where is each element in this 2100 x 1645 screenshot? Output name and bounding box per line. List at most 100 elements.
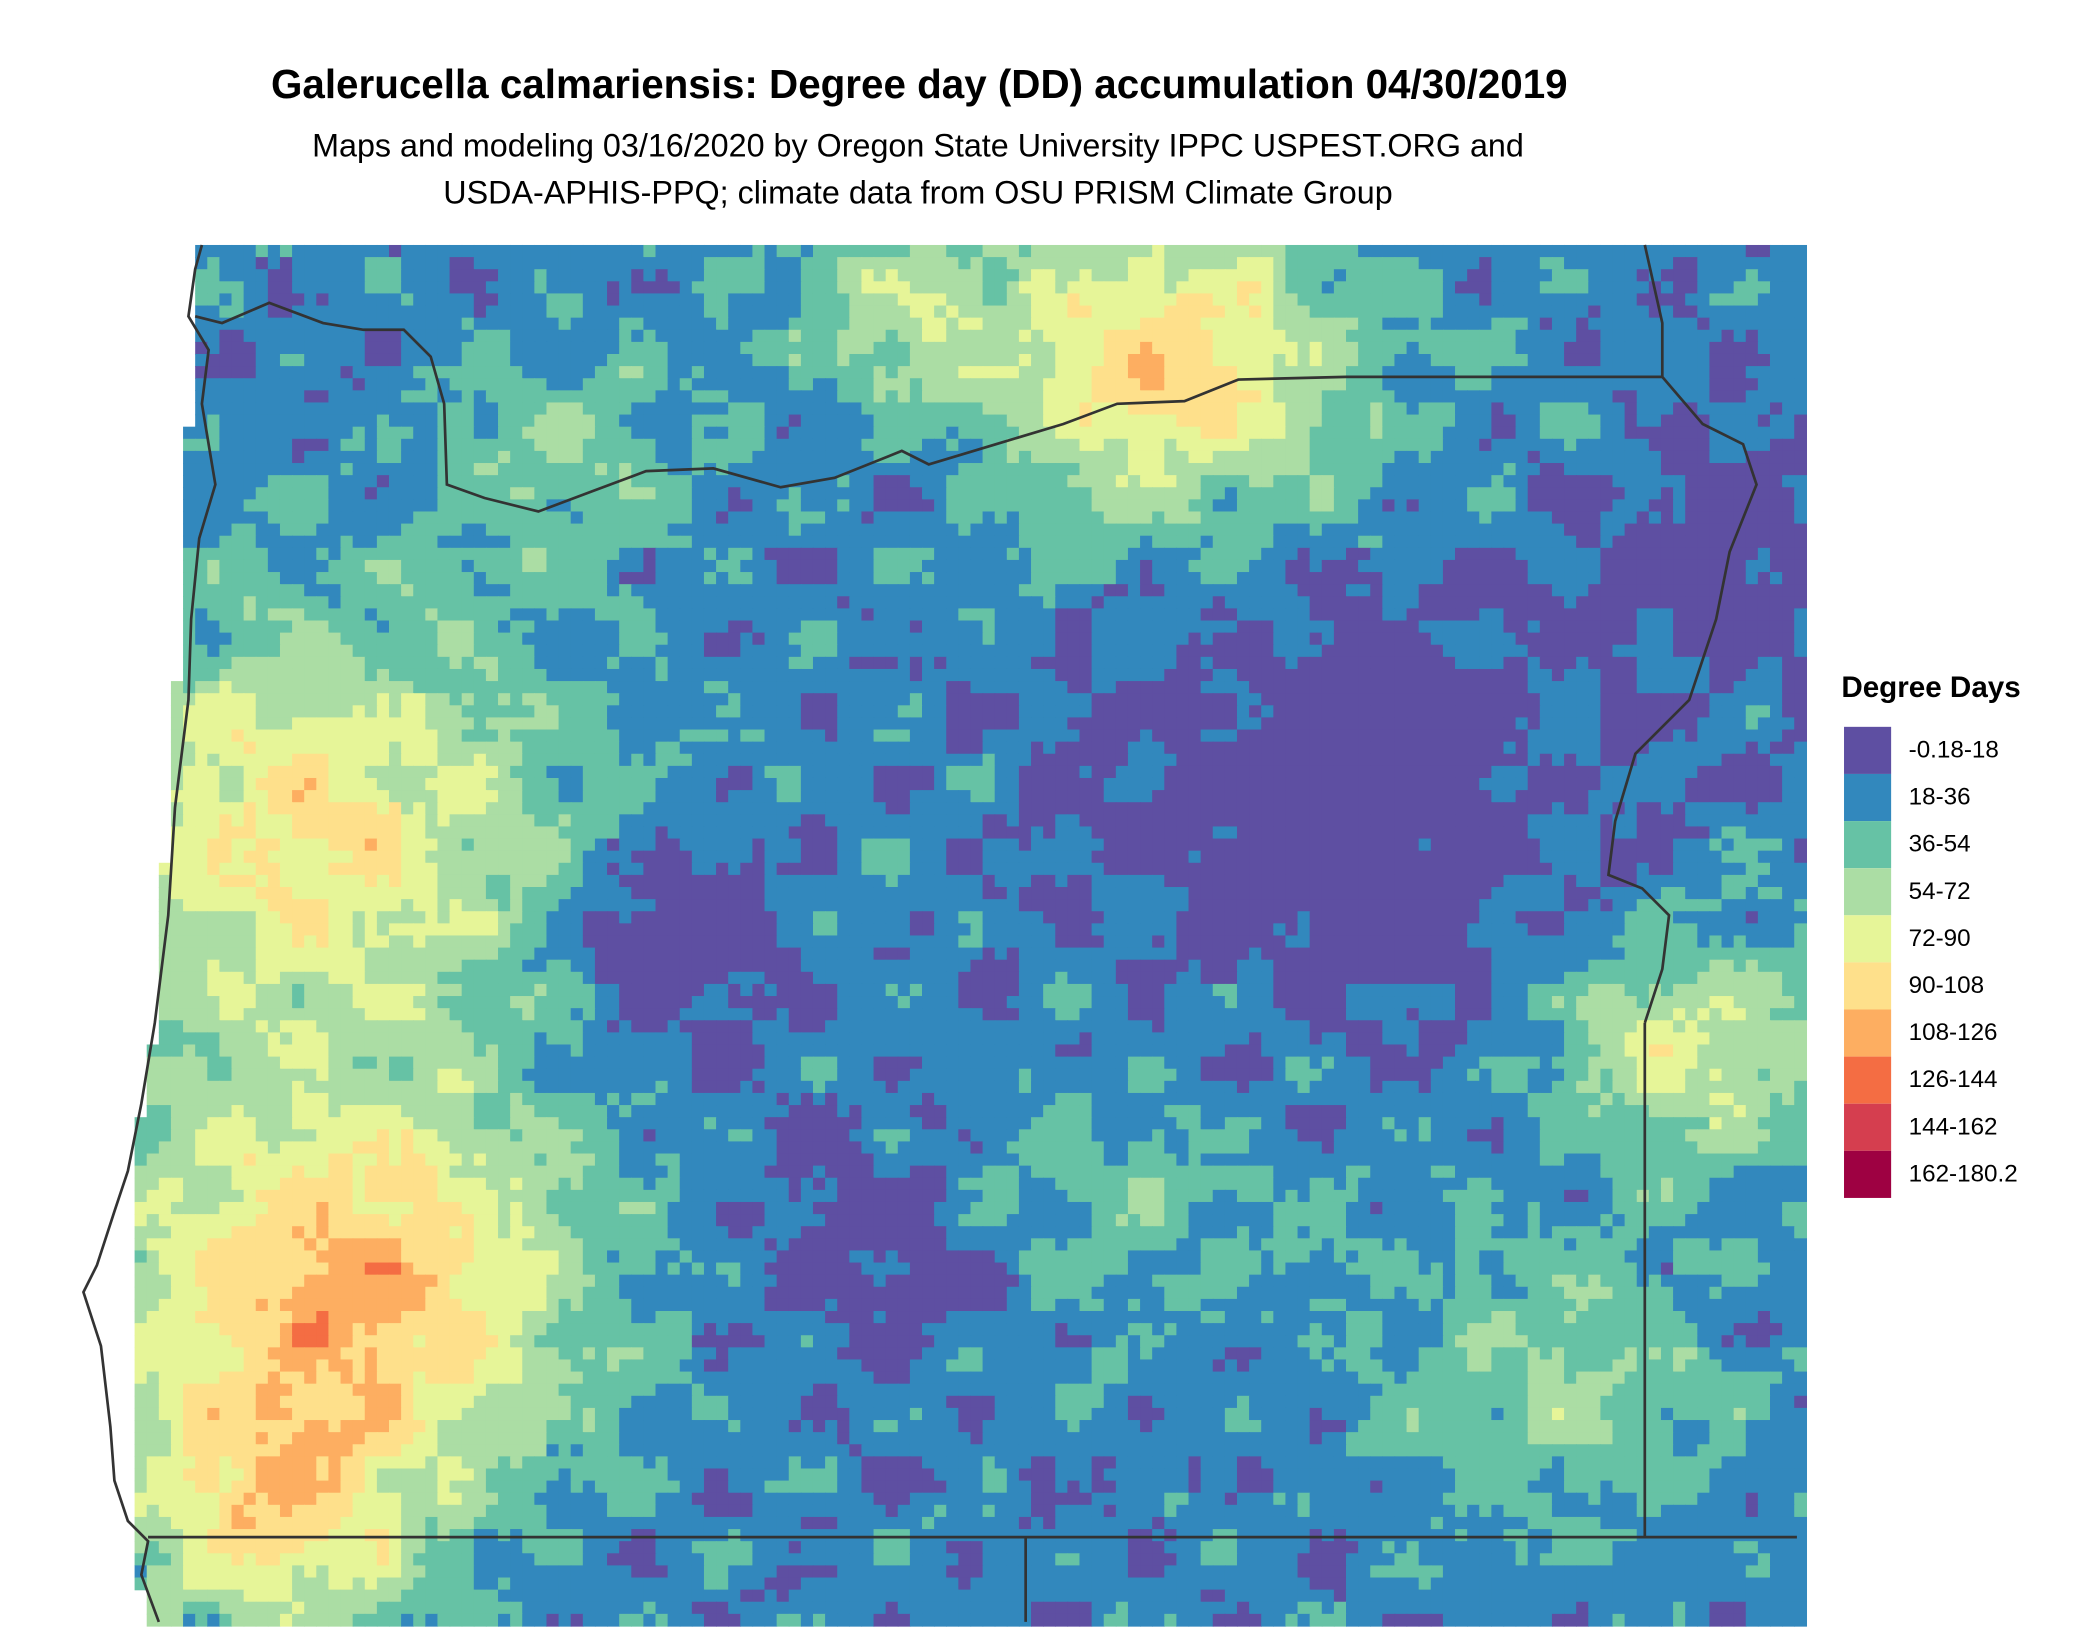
raster-cell xyxy=(703,402,717,416)
raster-cell xyxy=(1031,438,1044,452)
raster-cell xyxy=(1491,584,1505,597)
raster-cell xyxy=(1261,475,1274,488)
raster-cell xyxy=(546,329,560,343)
raster-cell xyxy=(1006,390,1020,404)
raster-cell xyxy=(631,584,645,597)
raster-cell xyxy=(1358,644,1371,658)
raster-cell xyxy=(1346,438,1359,452)
raster-cell xyxy=(1782,608,1795,622)
raster-cell xyxy=(1164,681,1178,694)
raster-cell xyxy=(667,668,681,682)
raster-cell xyxy=(1745,281,1759,295)
raster-cell xyxy=(1769,414,1783,428)
raster-cell xyxy=(619,438,632,452)
raster-cell xyxy=(1031,269,1044,282)
raster-cell xyxy=(691,499,705,513)
raster-cell xyxy=(825,450,838,464)
raster-cell xyxy=(1527,329,1541,343)
raster-cell xyxy=(1745,535,1759,549)
raster-cell xyxy=(861,644,875,658)
raster-cell xyxy=(1297,450,1311,464)
raster-cell xyxy=(292,535,305,549)
raster-cell xyxy=(812,353,826,367)
raster-cell xyxy=(1648,535,1662,549)
raster-cell xyxy=(800,463,814,476)
raster-cell xyxy=(691,329,705,343)
raster-cell xyxy=(873,475,887,488)
raster-cell xyxy=(401,547,414,561)
raster-cell xyxy=(1794,681,1808,694)
raster-cell xyxy=(1079,305,1093,319)
raster-cell xyxy=(255,269,269,282)
raster-cell xyxy=(1673,547,1686,561)
raster-cell xyxy=(207,644,221,658)
raster-cell xyxy=(1564,353,1577,367)
raster-cell xyxy=(619,644,632,658)
raster-cell xyxy=(1721,596,1735,610)
raster-cell xyxy=(1600,511,1614,525)
raster-cell xyxy=(1527,559,1541,573)
raster-cell xyxy=(1430,547,1444,561)
raster-cell xyxy=(631,390,645,404)
raster-cell xyxy=(607,402,620,416)
raster-cell xyxy=(364,293,378,307)
raster-cell xyxy=(1043,353,1056,367)
raster-cell xyxy=(231,257,245,270)
raster-cell xyxy=(1333,608,1347,622)
raster-cell xyxy=(183,547,196,561)
raster-cell xyxy=(1176,511,1190,525)
raster-cell xyxy=(716,281,729,295)
raster-cell xyxy=(1309,487,1323,501)
raster-cell xyxy=(788,608,802,622)
raster-cell xyxy=(1648,353,1662,367)
raster-cell xyxy=(1576,353,1589,367)
raster-cell xyxy=(1394,608,1408,622)
raster-cell xyxy=(703,293,717,307)
raster-cell xyxy=(631,499,645,513)
raster-cell xyxy=(812,450,826,464)
raster-cell xyxy=(1697,487,1711,501)
raster-cell xyxy=(1467,317,1480,331)
raster-cell xyxy=(498,487,511,501)
raster-cell xyxy=(643,317,657,331)
raster-cell xyxy=(1430,269,1444,282)
raster-cell xyxy=(558,511,572,525)
raster-cell xyxy=(1479,426,1493,440)
raster-cell xyxy=(1018,450,1032,464)
raster-cell xyxy=(1600,305,1614,319)
raster-cell xyxy=(1660,608,1674,622)
raster-cell xyxy=(1018,281,1032,295)
raster-cell xyxy=(679,402,693,416)
raster-cell xyxy=(970,305,984,319)
raster-cell xyxy=(449,463,463,476)
raster-cell xyxy=(388,693,402,706)
raster-cell xyxy=(243,547,257,561)
raster-cell xyxy=(1043,305,1056,319)
raster-cell xyxy=(1733,632,1747,646)
raster-cell xyxy=(994,523,1008,537)
raster-cell xyxy=(1503,305,1517,319)
raster-cell xyxy=(1297,463,1311,476)
raster-cell xyxy=(934,547,947,561)
raster-cell xyxy=(667,656,681,670)
raster-cell xyxy=(1200,547,1214,561)
raster-cell xyxy=(1685,390,1698,404)
raster-cell xyxy=(776,281,790,295)
raster-cell xyxy=(485,329,499,343)
raster-cell xyxy=(1212,341,1226,355)
raster-cell xyxy=(1321,463,1335,476)
raster-cell xyxy=(752,511,766,525)
raster-cell xyxy=(837,584,850,597)
raster-cell xyxy=(970,559,984,573)
raster-cell xyxy=(619,341,632,355)
raster-cell xyxy=(328,463,342,476)
raster-cell xyxy=(655,390,669,404)
raster-cell xyxy=(1115,305,1129,319)
raster-cell xyxy=(1503,511,1517,525)
raster-cell xyxy=(1346,487,1359,501)
raster-cell xyxy=(728,511,741,525)
raster-cell xyxy=(1624,402,1638,416)
raster-cell xyxy=(570,293,584,307)
raster-cell xyxy=(1697,426,1711,440)
raster-cell xyxy=(776,305,790,319)
